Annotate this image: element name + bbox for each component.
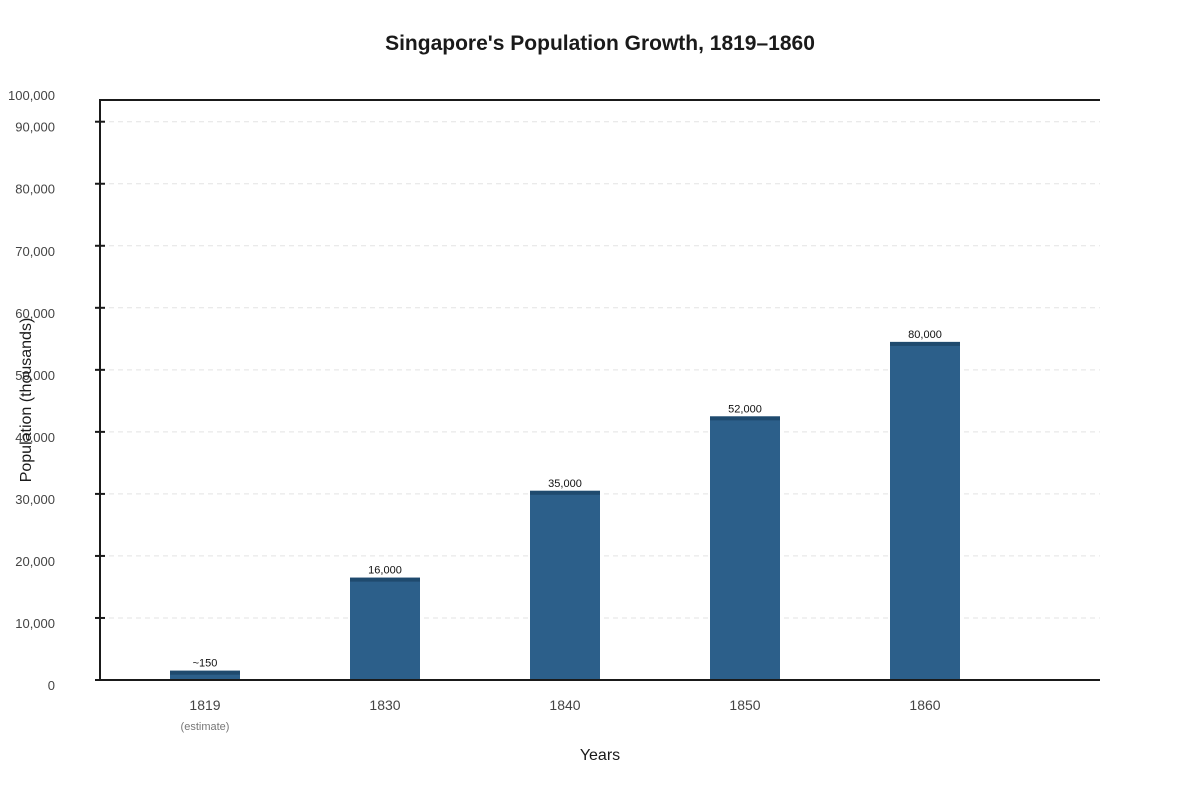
bar bbox=[710, 416, 780, 680]
bar-top-cap bbox=[170, 670, 240, 675]
bar-top-cap bbox=[890, 341, 960, 346]
x-tick-note: (estimate) bbox=[181, 721, 230, 733]
x-tick-label: 1860 bbox=[909, 697, 940, 713]
data-label: 16,000 bbox=[368, 565, 402, 577]
y-axis-title: Population (thousands) bbox=[18, 318, 35, 483]
bar-top-cap bbox=[530, 490, 600, 495]
y-tick-label: 20,000 bbox=[15, 554, 55, 569]
data-label: 80,000 bbox=[908, 329, 942, 341]
bar bbox=[890, 341, 960, 680]
y-tick-label: 0 bbox=[48, 678, 55, 693]
chart-title: Singapore's Population Growth, 1819–1860 bbox=[385, 32, 815, 55]
bar-top-cap bbox=[710, 416, 780, 421]
x-tick-label: 1819 bbox=[189, 697, 220, 713]
data-label: 52,000 bbox=[728, 403, 762, 415]
y-tick-label: 10,000 bbox=[15, 616, 55, 631]
data-label: ~150 bbox=[193, 658, 218, 670]
y-tick-label: 50,000 bbox=[15, 368, 55, 383]
bar bbox=[530, 490, 600, 680]
y-tick-label: 40,000 bbox=[15, 430, 55, 445]
x-tick-label: 1840 bbox=[549, 697, 580, 713]
data-labels: ~150 16,000 35,000 52,000 80,000 bbox=[193, 329, 942, 670]
y-tick-label: 30,000 bbox=[15, 492, 55, 507]
y-tick-label: 80,000 bbox=[15, 182, 55, 197]
data-label: 35,000 bbox=[548, 478, 582, 490]
bar-top-cap bbox=[350, 577, 420, 582]
x-tick-label: 1850 bbox=[729, 697, 760, 713]
x-axis-ticks: 1819 (estimate) 1830 1840 1850 1860 bbox=[181, 697, 941, 733]
bar bbox=[350, 577, 420, 680]
y-tick-label: 90,000 bbox=[15, 120, 55, 135]
x-tick-label: 1830 bbox=[369, 697, 400, 713]
y-tick-label: 60,000 bbox=[15, 306, 55, 321]
bars bbox=[170, 341, 960, 680]
y-axis-ticks: 0 10,000 20,000 30,000 40,000 50,000 60,000 70,… bbox=[15, 120, 105, 693]
y-tick-label: 70,000 bbox=[15, 244, 55, 259]
bar bbox=[170, 670, 240, 680]
x-axis-title: Years bbox=[580, 747, 620, 764]
y-axis-top-label: 100,000 bbox=[8, 88, 55, 103]
